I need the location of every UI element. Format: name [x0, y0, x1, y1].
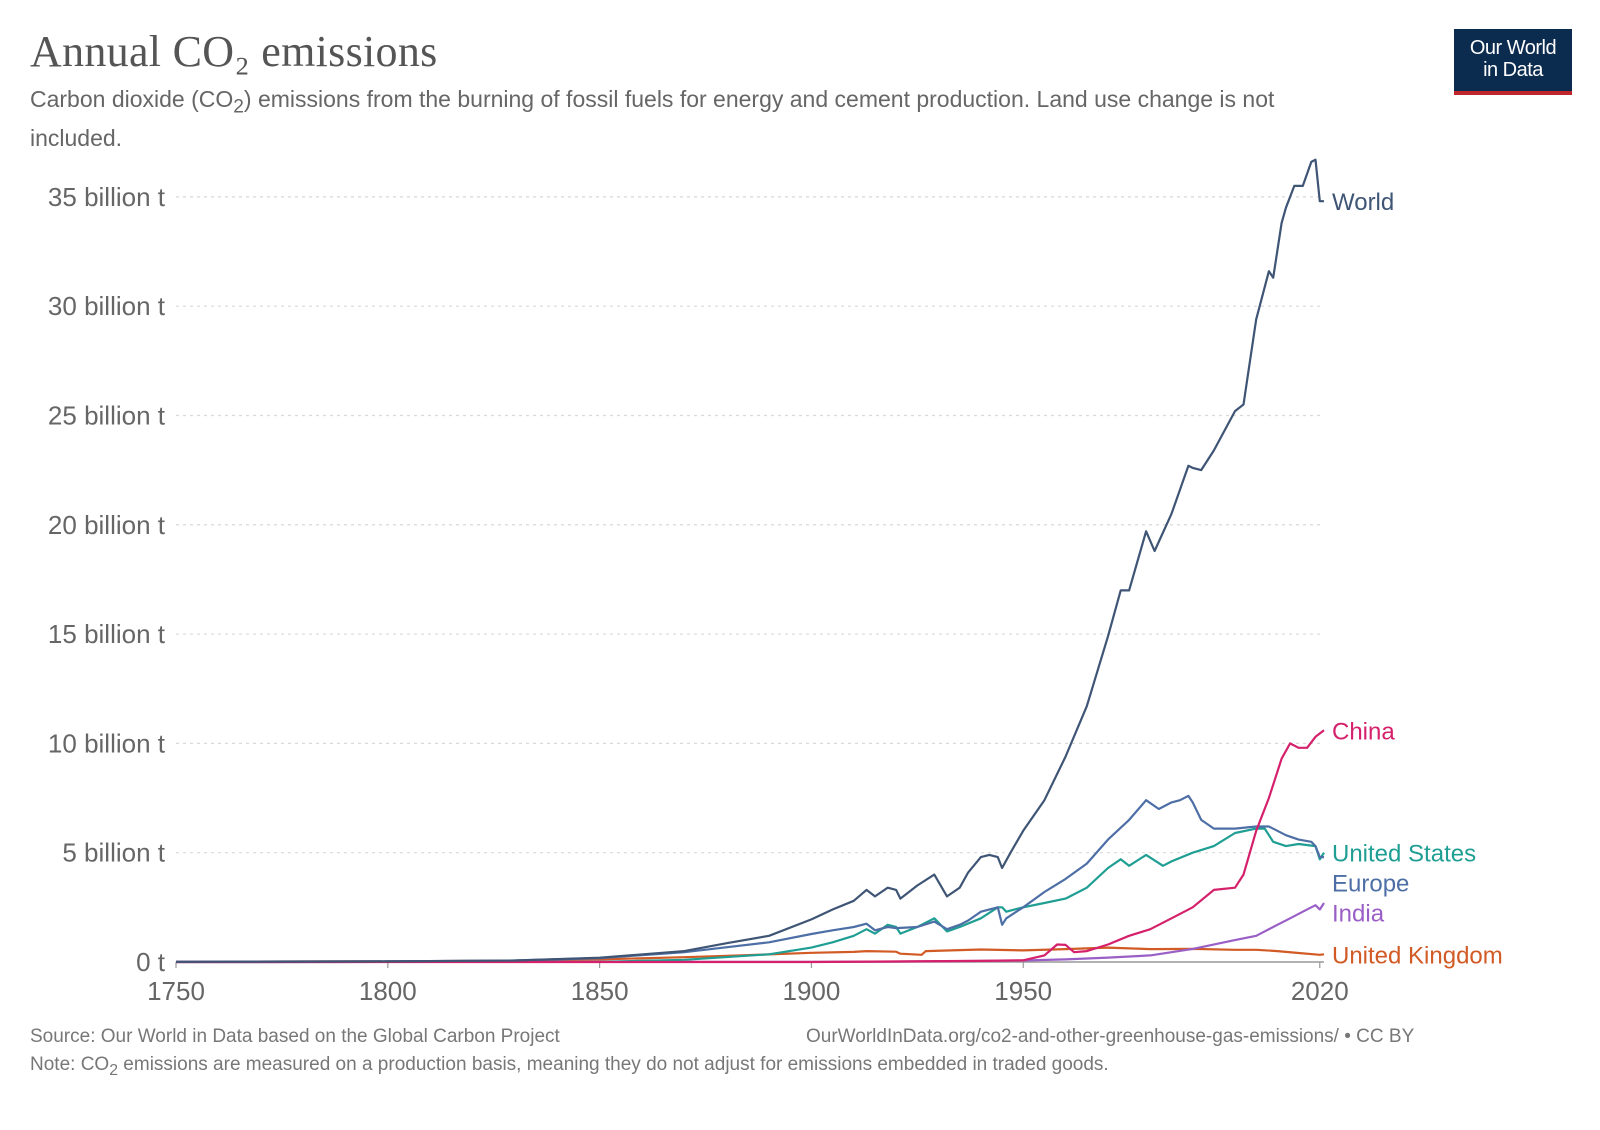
- y-tick-label: 0 t: [136, 947, 166, 977]
- series-label: United Kingdom: [1332, 942, 1503, 969]
- x-tick-label: 1750: [147, 976, 205, 1006]
- series-line: [176, 729, 1325, 964]
- footer-source: Source: Our World in Data based on the G…: [30, 1026, 560, 1047]
- y-tick-label: 35 billion t: [48, 182, 166, 212]
- chart-subtitle: Carbon dioxide (CO2) emissions from the …: [30, 84, 1330, 154]
- series-line: [175, 794, 1324, 963]
- y-tick-label: 25 billion t: [48, 400, 166, 430]
- footer-note: Note: CO2 emissions are measured on a pr…: [30, 1054, 1109, 1080]
- logo-line-2: in Data: [1483, 59, 1543, 81]
- series-line: [175, 827, 1325, 964]
- series-label: China: [1332, 718, 1395, 745]
- footer-note-subscript: 2: [109, 1061, 119, 1079]
- x-tick-label: 2020: [1291, 976, 1349, 1006]
- logo-line-1: Our World: [1469, 37, 1557, 59]
- x-tick-label: 1800: [359, 976, 417, 1006]
- x-tick-label: 1850: [571, 976, 629, 1006]
- footer-url[interactable]: OurWorldInData.org/co2-and-other-greenho…: [806, 1026, 1415, 1047]
- x-tick-label: 1950: [994, 976, 1052, 1006]
- footer-note-end: emissions are measured on a production b…: [118, 1054, 1109, 1075]
- line-chart[interactable]: 0 t 5 billion t 10 billion t 15 billion t 20…: [0, 0, 1600, 1020]
- series-label: United States: [1332, 841, 1476, 868]
- x-tick-label: 1900: [783, 976, 841, 1006]
- series-line: [175, 946, 1325, 963]
- owid-logo[interactable]: Our World in Data: [1454, 29, 1572, 95]
- y-tick-label: 10 billion t: [48, 728, 166, 758]
- y-tick-label: 30 billion t: [48, 291, 166, 321]
- y-tick-label: 20 billion t: [48, 510, 166, 540]
- subtitle-subscript: 2: [233, 96, 244, 118]
- chart-title: Annual CO₂ emissions: [30, 27, 438, 76]
- series-label: Europe: [1332, 871, 1409, 898]
- subtitle-text-start: Carbon dioxide (CO: [30, 86, 234, 112]
- series-line: [175, 902, 1325, 964]
- y-tick-label: 5 billion t: [62, 838, 165, 868]
- series-label: India: [1332, 901, 1385, 928]
- series-label: World: [1332, 189, 1394, 216]
- y-tick-label: 15 billion t: [48, 619, 166, 649]
- series-line: [175, 158, 1324, 963]
- subtitle-text-end: ) emissions from the burning of fossil f…: [30, 86, 1275, 151]
- footer-note-start: Note: CO: [30, 1054, 110, 1075]
